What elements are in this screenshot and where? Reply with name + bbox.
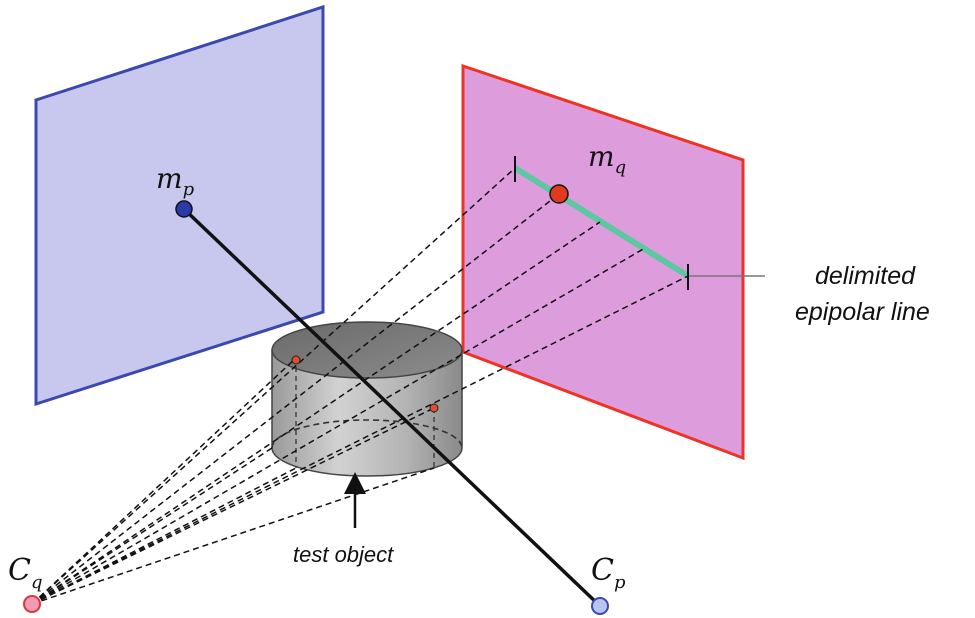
- camera-center-cq: [23, 595, 41, 613]
- point-mq: [549, 184, 569, 204]
- image-plane-q: [461, 63, 745, 461]
- label-mq: mq: [588, 140, 626, 178]
- object-point-upper: [291, 355, 301, 365]
- label-epipolar-line-2: epipolar line: [795, 298, 930, 326]
- projection-rays: [31, 167, 689, 605]
- test-object-cylinder: [271, 321, 463, 477]
- test-object-arrow-head: [344, 472, 366, 494]
- label-epipolar-line-1: delimited: [815, 262, 916, 290]
- object-point-lower: [429, 403, 439, 413]
- label-cq: Cq: [8, 553, 43, 593]
- point-mp: [175, 200, 193, 218]
- label-test-object: test object: [293, 542, 394, 567]
- epipolar-segment: [513, 165, 690, 279]
- label-cp: Cp: [591, 553, 626, 593]
- optical-ray-cp-mp: [182, 207, 602, 608]
- camera-center-cp: [591, 597, 609, 615]
- label-mp: mp: [156, 162, 195, 200]
